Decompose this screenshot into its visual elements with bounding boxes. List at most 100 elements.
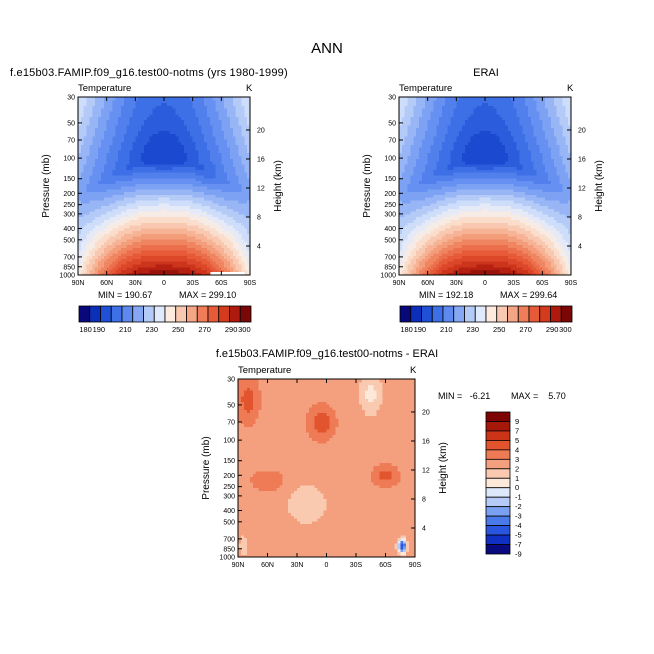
panel-obs-plot-cell — [413, 255, 417, 259]
panel-model-plot-cell — [178, 152, 182, 157]
panel-model-plot-cell — [109, 269, 113, 273]
panel-model-plot-cell — [126, 102, 131, 106]
panel-obs-plot-cell — [430, 144, 434, 148]
panel-obs-plot-cell — [407, 202, 412, 207]
panel-obs-plot-cell — [416, 166, 420, 170]
panel-obs-plot-cell — [436, 133, 440, 137]
panel-obs-plot-cell — [439, 105, 443, 109]
panel-model-plot-cell — [83, 263, 88, 268]
panel-model-plot-y-tick-label: 50 — [67, 120, 75, 127]
panel-model-plot-cell — [141, 186, 145, 190]
panel-model-plot-cell — [80, 99, 85, 104]
panel-model-plot-cell — [100, 261, 105, 265]
panel-model-plot-cell — [121, 249, 125, 254]
panel-model-plot-cell — [169, 127, 174, 131]
panel-obs-plot-cell — [433, 272, 437, 275]
panel-obs-plot-cell — [407, 191, 412, 195]
panel-obs-plot-cell — [401, 197, 406, 201]
panel-model-plot-cell — [121, 97, 125, 101]
panel-model-plot-cell — [98, 155, 102, 159]
panel-obs-plot-cell — [401, 163, 406, 168]
panel-model-plot-cell — [244, 152, 248, 157]
panel-model-plot-x-tick-label: 30S — [186, 280, 199, 287]
panel-model-plot-cell — [129, 199, 134, 204]
panel-obs-plot-cell — [410, 149, 414, 154]
panel-model-plot-cell — [201, 208, 205, 212]
panel-model-plot-cell — [103, 155, 108, 159]
panel-obs-plot-cell — [399, 230, 403, 234]
panel-model-plot-cell — [227, 191, 231, 195]
panel-model-plot-cell — [235, 255, 240, 259]
panel-model-plot-cell — [198, 113, 202, 118]
panel-model-plot-cell — [126, 122, 131, 126]
panel-model-plot-cell — [123, 222, 128, 226]
panel-model-plot-cell — [189, 219, 194, 223]
panel-model-plot-cell — [224, 258, 228, 262]
panel-model-plot-cell — [166, 249, 171, 254]
panel-model-plot-cell — [227, 266, 231, 271]
panel-model-plot-cell — [118, 202, 122, 207]
panel-model-plot-cell — [141, 219, 145, 223]
panel-model-plot-cell — [100, 158, 105, 162]
panel-model-plot-cell — [129, 152, 134, 157]
panel-model-plot-cell — [198, 152, 202, 157]
panel-model-plot-cell — [103, 224, 108, 229]
panel-model-plot-cell — [169, 172, 174, 176]
panel-model-plot-cell — [224, 138, 228, 143]
panel-model-plot-cell — [152, 169, 156, 173]
panel-model-plot-cell — [141, 227, 145, 232]
panel-obs-plot-cell — [407, 233, 412, 237]
panel-model-plot-cell — [218, 138, 222, 143]
panel-model-plot-cell — [92, 186, 96, 190]
panel-model-plot-cell — [175, 236, 179, 240]
panel-model-plot-cell — [195, 233, 199, 237]
panel-model-plot-cell — [92, 113, 96, 118]
panel-obs-plot-cell — [444, 261, 449, 265]
panel-model-plot-cell — [86, 149, 91, 154]
panel-model-plot-cell — [123, 247, 128, 251]
panel-model-plot-cell — [126, 147, 131, 151]
panel-model-plot-cell — [186, 247, 191, 251]
panel-obs-plot-cell — [436, 127, 440, 131]
panel-obs-plot-cell — [439, 169, 443, 173]
panel-model-plot-cell — [138, 113, 142, 118]
panel-model-plot-cell — [238, 230, 242, 234]
panel-obs-plot-cell — [404, 177, 409, 182]
panel-obs-plot-cell — [433, 113, 437, 118]
panel-model-plot-cell — [118, 138, 122, 143]
panel-model-plot-cell — [141, 163, 145, 168]
panel-model-plot-cell — [109, 208, 113, 212]
panel-model-plot-cell — [83, 158, 88, 162]
panel-model-plot-cell — [152, 141, 156, 145]
panel-model-plot-cell — [92, 169, 96, 173]
panel-obs-plot-cell — [427, 163, 432, 168]
panel-model-plot-cell — [169, 227, 174, 232]
panel-model-plot-cell — [103, 144, 108, 148]
panel-model-plot-cell — [112, 211, 116, 215]
panel-model-plot-cell — [189, 261, 194, 265]
panel-obs-plot-cell — [442, 124, 446, 129]
panel-obs-plot-cell — [430, 108, 434, 112]
panel-model-plot-cell — [109, 194, 113, 198]
panel-model-plot-cell — [143, 211, 148, 215]
panel-model-plot-cell — [241, 266, 245, 271]
panel-model-plot-cell — [86, 219, 91, 223]
panel-obs-plot-cell — [430, 149, 434, 154]
panel-model-plot-cell — [132, 261, 136, 265]
panel-model-plot-cell — [123, 152, 128, 157]
panel-model-plot-cell — [92, 163, 96, 168]
panel-model-plot-cell — [229, 191, 234, 195]
panel-obs-plot-cell — [442, 138, 446, 143]
panel-model-plot-cell — [115, 169, 119, 173]
panel-model-plot-cell — [209, 216, 214, 220]
panel-model-plot-cell — [212, 258, 217, 262]
panel-obs-plot-cell — [424, 247, 429, 251]
panel-obs-plot-cell — [399, 113, 403, 118]
panel-model-plot-cell — [80, 272, 85, 275]
panel-model-plot-cell — [109, 138, 113, 143]
panel-model-plot-cell — [201, 272, 205, 275]
panel-model-plot-cell — [106, 133, 111, 137]
panel-model-plot-cell — [169, 141, 174, 145]
panel-model-plot-cell — [212, 233, 217, 237]
panel-model-plot-cell — [115, 124, 119, 129]
